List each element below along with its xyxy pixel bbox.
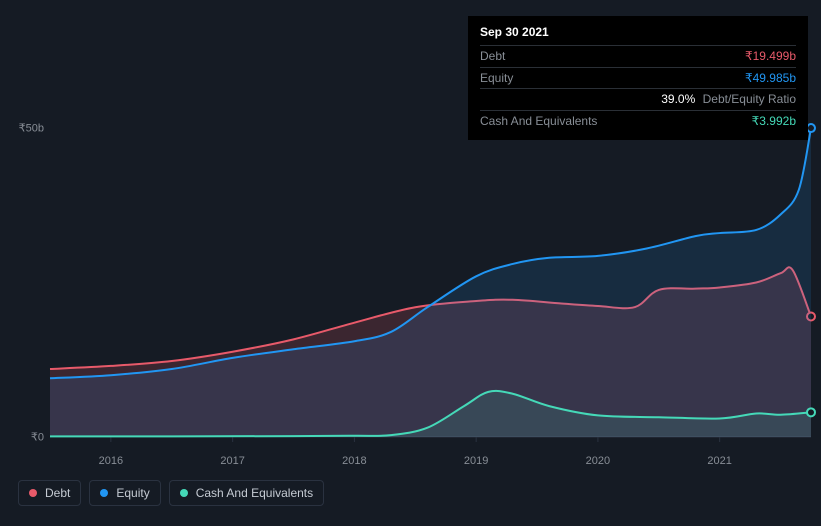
legend-item-cash[interactable]: Cash And Equivalents — [169, 480, 324, 506]
end-marker-cash — [807, 408, 815, 416]
legend-dot-icon — [29, 489, 37, 497]
x-tick-label: 2017 — [220, 455, 244, 467]
tooltip-date: Sep 30 2021 — [480, 24, 796, 45]
x-tick-label: 2018 — [342, 455, 366, 467]
x-tick-label: 2021 — [707, 455, 731, 467]
tooltip-label: Debt — [480, 48, 505, 65]
y-tick-label: ₹50b — [19, 122, 44, 135]
tooltip-row: 39.0% Debt/Equity Ratio — [480, 88, 796, 110]
series-area-equity — [50, 128, 811, 437]
end-marker-equity — [807, 124, 815, 132]
legend-dot-icon — [100, 489, 108, 497]
tooltip-label: Equity — [480, 70, 513, 87]
x-tick-label: 2020 — [586, 455, 610, 467]
legend-label: Cash And Equivalents — [196, 486, 313, 500]
legend-item-debt[interactable]: Debt — [18, 480, 81, 506]
tooltip-value: 39.0% Debt/Equity Ratio — [661, 91, 796, 108]
tooltip-value: ₹49.985b — [745, 70, 796, 87]
legend-item-equity[interactable]: Equity — [89, 480, 160, 506]
tooltip-label: Cash And Equivalents — [480, 113, 597, 130]
chart-legend: Debt Equity Cash And Equivalents — [18, 480, 324, 506]
legend-label: Debt — [45, 486, 70, 500]
x-tick-label: 2019 — [464, 455, 488, 467]
tooltip-suffix: Debt/Equity Ratio — [699, 92, 796, 106]
tooltip-value: ₹3.992b — [752, 113, 796, 130]
chart-tooltip: Sep 30 2021 Debt ₹19.499b Equity ₹49.985b 39… — [468, 16, 808, 140]
tooltip-row: Equity ₹49.985b — [480, 67, 796, 89]
tooltip-row: Cash And Equivalents ₹3.992b — [480, 110, 796, 132]
y-tick-label: ₹0 — [31, 431, 44, 444]
tooltip-value: ₹19.499b — [745, 48, 796, 65]
x-tick-label: 2016 — [99, 455, 123, 467]
legend-label: Equity — [116, 486, 149, 500]
tooltip-row: Debt ₹19.499b — [480, 45, 796, 67]
legend-dot-icon — [180, 489, 188, 497]
